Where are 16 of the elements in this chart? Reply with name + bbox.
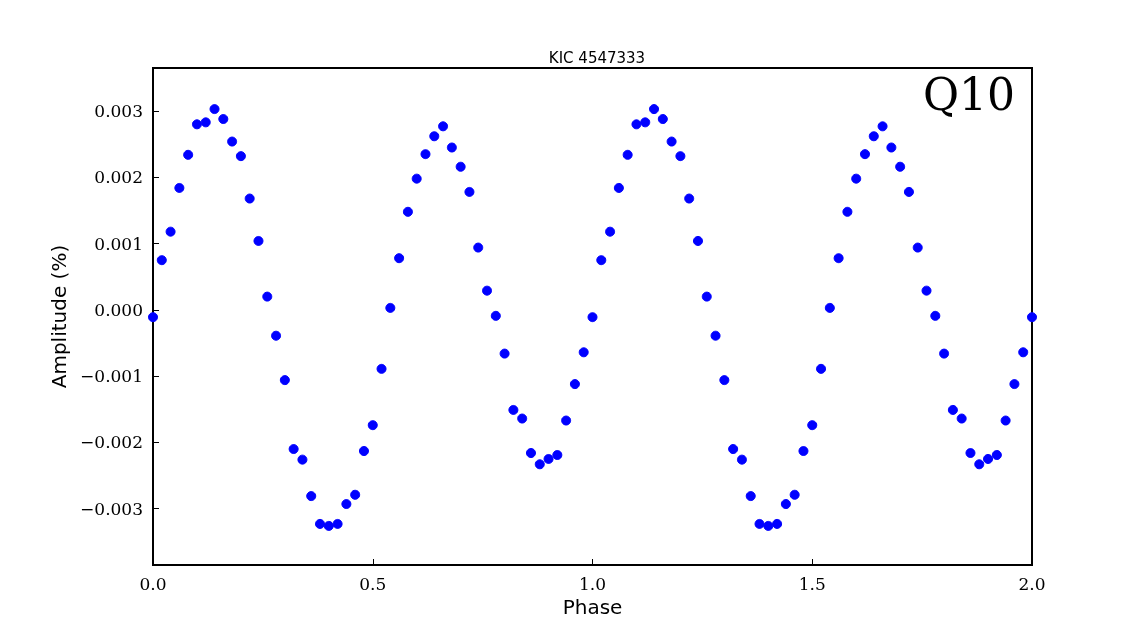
chart-title: KIC 4547333 [548,48,646,67]
x-tick-label: 1.0 [578,573,607,594]
y-tick-label: 0.003 [94,101,143,122]
x-tick-label: 2.0 [1018,573,1046,594]
y-tick-label: 0.002 [94,167,143,188]
y-tick-label: −0.003 [80,498,143,519]
x-tick-label: 1.5 [798,573,826,594]
x-axis-title: Phase [562,594,623,619]
x-tick-label: 0.5 [359,573,387,594]
x-tick-label: 0.0 [139,573,167,594]
y-axis-title: Amplitude (%) [47,244,72,389]
y-tick-label: 0.001 [94,233,143,254]
y-tick-label: 0.000 [94,299,143,320]
annotation: Q10 [922,68,1015,120]
y-tick-label: −0.001 [80,366,143,387]
y-tick-label: −0.002 [80,432,143,453]
